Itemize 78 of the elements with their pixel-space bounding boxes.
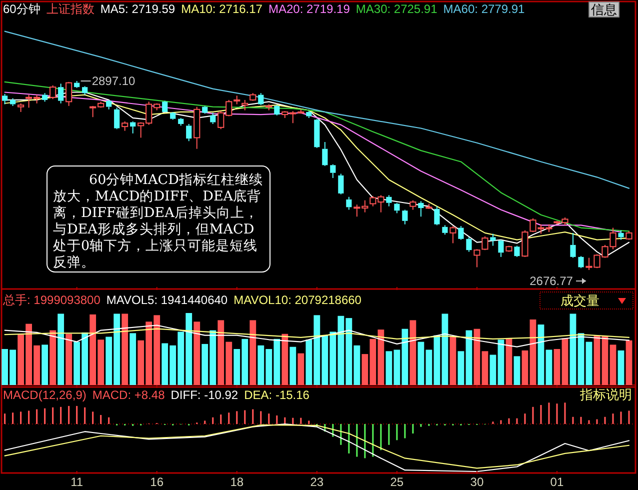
bar [554,349,560,385]
x-tick-label: 23 [310,475,324,489]
x-tick-label: 18 [230,475,244,489]
text: MA5: 2719.59 [100,2,176,16]
bar [298,353,304,385]
series-label: DEA: -15.16 [244,388,310,402]
text: MA30: 2725.91 [356,2,438,16]
bar [506,338,512,385]
text: MA20: 2719.19 [268,2,350,16]
x-tick-label: 16 [150,475,164,489]
candlestick [578,256,584,269]
bar [474,328,480,385]
bar [66,334,72,385]
candlestick [74,80,80,88]
series-label: MAVOL5: 1941440640 [106,293,228,307]
candlestick [274,104,280,116]
candlestick [82,86,88,96]
candlestick [394,202,400,214]
bar [610,344,616,385]
bar [594,335,600,385]
bar [130,333,136,385]
candlestick [466,236,472,252]
annotation: 2897.10 [92,74,136,88]
chart-title: 60分钟 [3,2,40,16]
candlestick [386,194,392,207]
bar [618,350,624,385]
bar [282,334,288,385]
candlestick [338,173,344,195]
bar [626,340,632,385]
x-tick-label: 11 [70,475,84,489]
bar [50,330,56,385]
bar [122,314,128,385]
bar [250,320,256,385]
bar [482,351,488,385]
x-tick-label: 30 [470,475,484,489]
candlestick [58,83,64,104]
bar [578,333,584,385]
bar [538,324,544,385]
candlestick [10,98,16,106]
candlestick [570,232,576,258]
bar [586,342,592,385]
bar [570,314,576,385]
bar [602,336,608,385]
series-label: MACD: +8.48 [92,388,166,402]
bar [490,354,496,385]
candlestick [418,200,424,218]
bar [530,319,536,385]
candlestick [258,92,264,106]
text: 2676.77 [530,274,574,288]
bar [290,346,296,385]
text: MAVOL10: 2079218660 [234,293,362,307]
chart-subtitle: 成交量 [560,293,600,308]
bar [410,320,416,385]
candlestick [106,99,112,110]
bar [42,344,48,385]
bar [194,322,200,385]
annotation: 60分钟MACD指标红柱继续放大，MACD的DIFF、DEA底背离，DIFF碰到DEA后掉头向上，与DEA形成多头排列，但MACD处于0轴下方，上涨只可能是短线反弹。 [53,172,263,270]
x-tick-label: 01 [550,475,564,489]
chart-subtitle: 上证指数 [46,2,94,16]
bar [546,350,552,385]
chart-title: MACD(12,26,9) [3,388,86,402]
series-label: 总手: 1999093800 [2,293,101,307]
candlestick [130,120,136,134]
chart-subtitle: 指标说明 [579,387,632,402]
candlestick [458,226,464,240]
text: MA10: 2716.17 [181,2,263,16]
x-tick-label: 25 [390,475,404,489]
bar [450,336,456,385]
bar [562,338,568,385]
bar [498,340,504,385]
candlestick [618,230,624,240]
bar [522,350,528,385]
text: DIFF: -10.92 [170,388,238,402]
text: MA60: 2779.91 [443,2,526,16]
candlestick [322,141,328,167]
bar [514,356,520,385]
candlestick [346,196,352,210]
bar [58,314,64,385]
